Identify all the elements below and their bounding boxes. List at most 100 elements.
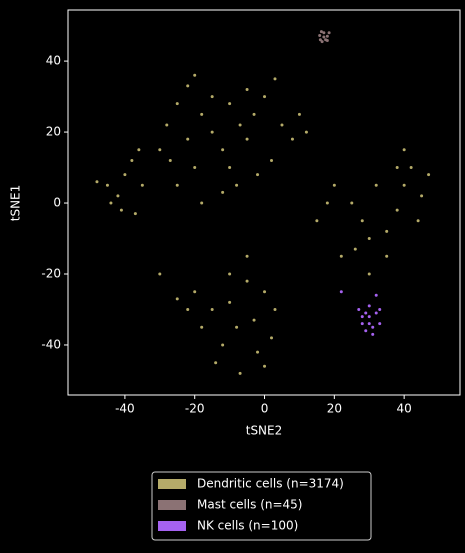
point xyxy=(228,166,232,170)
point xyxy=(175,183,179,187)
point xyxy=(371,332,375,336)
point xyxy=(228,300,232,304)
point xyxy=(270,336,274,340)
point xyxy=(210,307,214,311)
y-tick-label: -20 xyxy=(41,267,61,281)
point xyxy=(420,194,424,198)
point xyxy=(119,208,123,212)
point xyxy=(200,325,204,329)
y-tick-label: 0 xyxy=(53,196,61,210)
x-tick-label: -40 xyxy=(115,402,135,416)
y-tick-label: -40 xyxy=(41,337,61,351)
plot-frame xyxy=(67,9,461,396)
point xyxy=(290,137,294,141)
y-tick-label: 40 xyxy=(46,54,61,68)
x-tick-label: 40 xyxy=(397,402,412,416)
point xyxy=(273,307,277,311)
point xyxy=(378,307,382,311)
point xyxy=(339,290,343,294)
point xyxy=(228,102,232,106)
point xyxy=(409,166,413,170)
point xyxy=(252,318,256,322)
point xyxy=(322,31,326,35)
point xyxy=(116,194,120,198)
point xyxy=(360,315,364,319)
point xyxy=(252,112,256,116)
point xyxy=(105,183,109,187)
point xyxy=(256,173,260,177)
point xyxy=(245,137,249,141)
point xyxy=(367,322,371,326)
point xyxy=(95,180,99,184)
point xyxy=(367,304,371,308)
point xyxy=(130,158,134,162)
x-tick-label: 0 xyxy=(261,402,269,416)
point xyxy=(353,247,357,251)
point xyxy=(186,84,190,88)
legend-swatch xyxy=(158,479,186,489)
x-axis-label: tSNE2 xyxy=(246,424,283,438)
point xyxy=(402,183,406,187)
point xyxy=(332,183,336,187)
point xyxy=(270,158,274,162)
point xyxy=(385,229,389,233)
point xyxy=(186,137,190,141)
point xyxy=(339,254,343,258)
point xyxy=(200,112,204,116)
point xyxy=(360,219,364,223)
point xyxy=(350,201,354,205)
point xyxy=(304,130,308,134)
point xyxy=(123,173,127,177)
point xyxy=(228,272,232,276)
point xyxy=(238,371,242,375)
point xyxy=(158,272,162,276)
point xyxy=(395,166,399,170)
point xyxy=(357,307,361,311)
point xyxy=(374,293,378,297)
point xyxy=(245,254,249,258)
point xyxy=(367,272,371,276)
point xyxy=(245,87,249,91)
legend-label: Dendritic cells (n=3174) xyxy=(197,477,344,491)
point xyxy=(256,350,260,354)
point xyxy=(416,219,420,223)
legend-label: NK cells (n=100) xyxy=(197,519,298,533)
legend-swatch xyxy=(158,521,186,531)
point xyxy=(221,343,225,347)
point xyxy=(263,290,267,294)
point xyxy=(133,212,137,216)
point xyxy=(325,39,329,43)
point xyxy=(364,311,368,315)
point xyxy=(210,130,214,134)
point xyxy=(395,208,399,212)
point xyxy=(263,95,267,99)
point xyxy=(168,158,172,162)
point xyxy=(327,31,331,35)
point xyxy=(364,329,368,333)
point xyxy=(263,364,267,368)
point xyxy=(186,307,190,311)
x-tick-label: -20 xyxy=(185,402,205,416)
point xyxy=(193,166,197,170)
point xyxy=(385,254,389,258)
point xyxy=(320,40,324,44)
point xyxy=(140,183,144,187)
point xyxy=(367,315,371,319)
point xyxy=(165,123,169,127)
point xyxy=(193,73,197,77)
point xyxy=(315,219,319,223)
point xyxy=(367,237,371,241)
point xyxy=(374,311,378,315)
point xyxy=(319,30,323,34)
point xyxy=(214,361,218,365)
point xyxy=(137,148,141,152)
point xyxy=(175,102,179,106)
point xyxy=(200,201,204,205)
point xyxy=(371,325,375,329)
point xyxy=(175,297,179,301)
point xyxy=(402,148,406,152)
point xyxy=(280,123,284,127)
legend-label: Mast cells (n=45) xyxy=(197,498,303,512)
